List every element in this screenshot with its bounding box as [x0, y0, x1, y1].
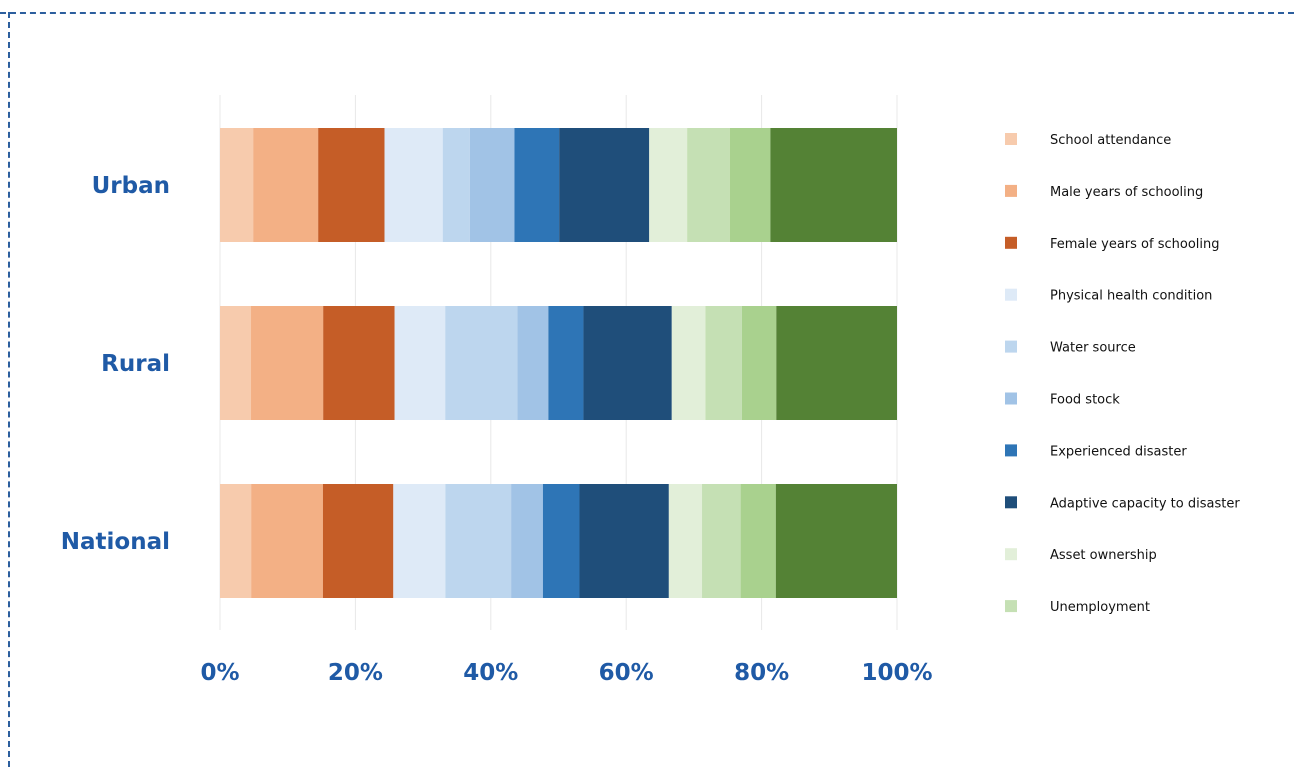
legend-label: Food stock: [1050, 393, 1120, 408]
bar-segment-rural-7: [583, 306, 672, 420]
bar-segment-urban-0: [220, 128, 254, 242]
x-tick-label: 0%: [200, 660, 239, 686]
bar-segment-rural-4: [445, 306, 518, 420]
bar-segment-urban-7: [559, 128, 650, 242]
x-tick-label: 100%: [861, 660, 932, 686]
bar-segment-national-6: [542, 484, 580, 598]
bar-segment-national-10: [740, 484, 776, 598]
bar-segment-national-2: [322, 484, 394, 598]
x-tick-label: 80%: [734, 660, 789, 686]
bar-segment-rural-11: [776, 306, 897, 420]
x-tick-label: 20%: [328, 660, 383, 686]
legend-swatch: [1005, 184, 1017, 197]
legend: School attendance Male years of schooling…: [1005, 133, 1240, 615]
frame-left-border: [8, 12, 10, 767]
bar-segment-urban-3: [384, 128, 443, 242]
bar-segment-rural-3: [394, 306, 446, 420]
x-tick-label: 60%: [599, 660, 654, 686]
bar-segment-rural-8: [671, 306, 706, 420]
legend-swatch: [1005, 496, 1017, 509]
bar-segment-rural-5: [517, 306, 549, 420]
bar-segment-national-4: [445, 484, 512, 598]
bar-segment-urban-10: [729, 128, 771, 242]
category-label-rural: Rural: [101, 351, 170, 377]
legend-label: School attendance: [1050, 133, 1171, 148]
bar-segment-national-5: [511, 484, 543, 598]
legend-swatch: [1005, 340, 1017, 353]
bar-segment-urban-4: [442, 128, 470, 242]
bar-segment-national-9: [702, 484, 741, 598]
bar-segment-urban-8: [649, 128, 688, 242]
bar-segment-national-3: [393, 484, 446, 598]
bar-segment-urban-2: [318, 128, 385, 242]
bar-segment-rural-1: [251, 306, 324, 420]
bar-segment-rural-2: [323, 306, 395, 420]
bar-segment-rural-0: [220, 306, 252, 420]
legend-swatch: [1005, 392, 1017, 405]
category-labels: Urban Rural National: [61, 173, 170, 555]
x-tick-labels: 0% 20% 40% 60% 80% 100%: [200, 660, 932, 686]
x-tick-label: 40%: [463, 660, 518, 686]
bar-segment-urban-6: [514, 128, 560, 242]
legend-label: Female years of schooling: [1050, 237, 1220, 252]
legend-swatch: [1005, 133, 1017, 145]
legend-swatch: [1005, 288, 1017, 301]
bars: [220, 128, 897, 598]
bar-segment-national-1: [251, 484, 323, 598]
category-label-urban: Urban: [92, 173, 170, 199]
bar-segment-urban-11: [770, 128, 897, 242]
legend-swatch: [1005, 600, 1017, 613]
bar-segment-national-8: [668, 484, 703, 598]
legend-swatch: [1005, 444, 1017, 457]
legend-label: Water source: [1050, 341, 1136, 356]
legend-label: Unemployment: [1050, 600, 1150, 615]
bar-segment-urban-9: [687, 128, 730, 242]
legend-swatch: [1005, 548, 1017, 561]
legend-label: Experienced disaster: [1050, 444, 1187, 459]
bar-segment-urban-5: [469, 128, 515, 242]
legend-label: Adaptive capacity to disaster: [1050, 496, 1240, 511]
bar-segment-national-11: [775, 484, 897, 598]
legend-swatch: [1005, 236, 1017, 249]
legend-label: Asset ownership: [1050, 548, 1157, 563]
bar-segment-rural-9: [705, 306, 742, 420]
bar-segment-rural-6: [548, 306, 584, 420]
bar-segment-national-0: [220, 484, 252, 598]
category-label-national: National: [61, 529, 170, 555]
legend-label: Male years of schooling: [1050, 185, 1203, 200]
bar-segment-rural-10: [741, 306, 777, 420]
bar-segment-national-7: [579, 484, 669, 598]
frame-top-border: [0, 12, 1294, 14]
bar-segment-urban-1: [253, 128, 319, 242]
legend-label: Physical health condition: [1050, 289, 1212, 304]
